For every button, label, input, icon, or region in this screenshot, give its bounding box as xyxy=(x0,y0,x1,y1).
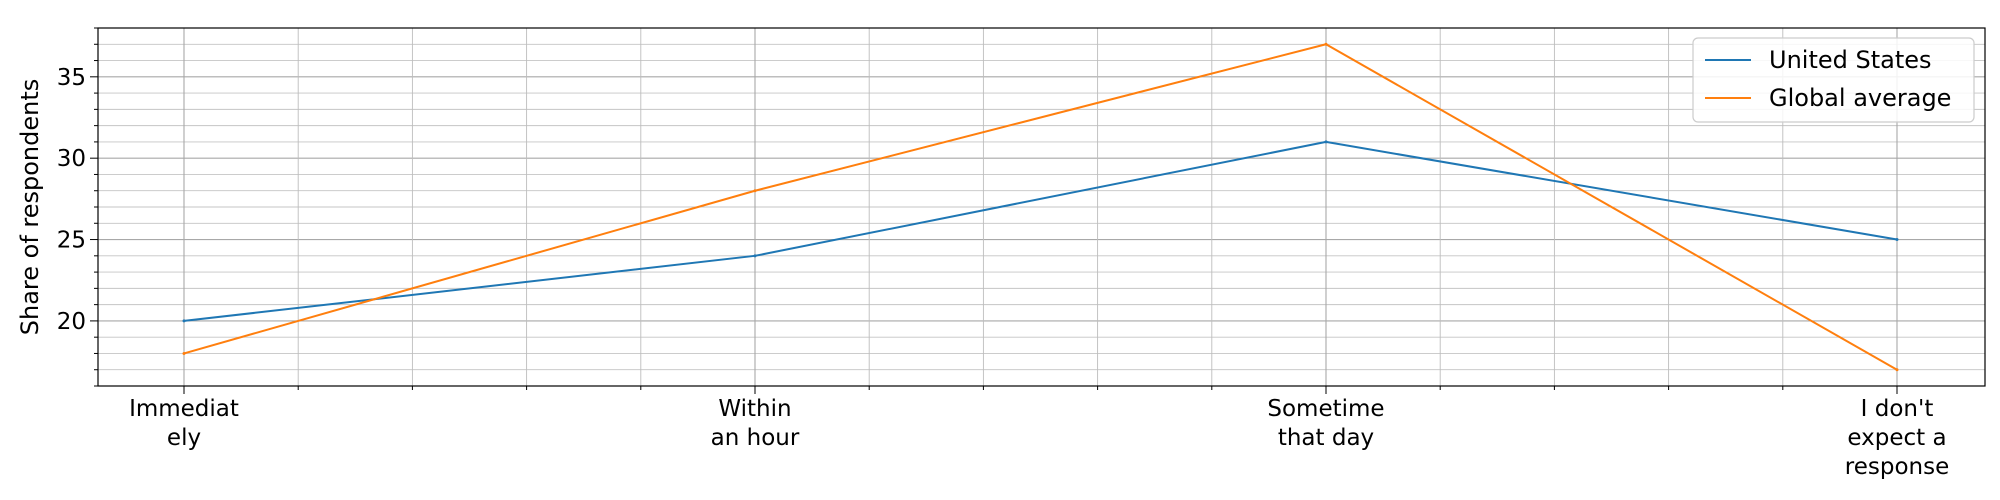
legend-label: United States xyxy=(1769,46,1932,74)
y-tick-label: 25 xyxy=(57,228,86,254)
data-point xyxy=(182,351,186,355)
data-point xyxy=(1895,238,1899,242)
series-line-global-average xyxy=(183,43,1898,371)
y-axis-title: Share of respondents xyxy=(16,79,44,336)
legend-label: Global average xyxy=(1769,84,1951,112)
data-point xyxy=(1895,368,1899,372)
data-point xyxy=(182,319,186,323)
data-point xyxy=(1324,140,1328,144)
data-point xyxy=(1324,42,1328,46)
y-tick-label: 35 xyxy=(57,65,86,91)
series-line-united-states xyxy=(183,140,1898,322)
x-tick-label: Immediat ely xyxy=(129,396,239,451)
y-tick-label: 30 xyxy=(57,146,86,172)
legend-box xyxy=(1692,37,1975,123)
data-point xyxy=(753,189,757,193)
tick-layer: 20 25 30 35 Immediat ely Within an hour Sometime… xyxy=(57,27,1949,480)
data-point xyxy=(753,254,757,258)
x-tick-label: Within an hour xyxy=(711,396,800,451)
legend: United States Global average xyxy=(1692,37,1975,123)
x-tick-label: I don't expect a response xyxy=(1845,396,1949,480)
series-layer xyxy=(182,42,1899,372)
x-tick-label: Sometime that day xyxy=(1267,396,1384,451)
y-tick-label: 20 xyxy=(57,309,86,335)
